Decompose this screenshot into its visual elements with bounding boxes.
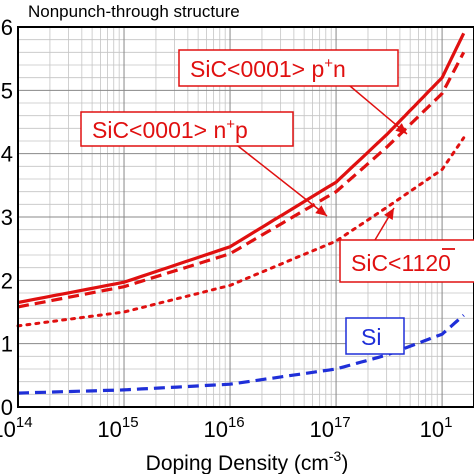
x-axis-title: Doping Density (cm-3): [146, 448, 349, 474]
annotation-box-pn: [178, 49, 399, 87]
y-tick-label: 5: [1, 78, 13, 103]
chart-title: Nonpunch-through structure: [28, 2, 240, 21]
annotation-arrow-1120-head: [384, 208, 394, 221]
annotation-box-1120: [339, 239, 474, 283]
y-tick-labels: 0 1 2 3 4 5 6: [1, 15, 13, 420]
y-tick-label: 1: [1, 332, 13, 357]
annotation-box-si: [345, 317, 405, 355]
series-line-2: [17, 51, 466, 309]
annotation-arrow-np-head: [315, 205, 327, 216]
y-tick-label: 2: [1, 268, 13, 293]
series-layer: [16, 32, 466, 395]
annotation-label-si: Si: [361, 324, 381, 350]
annotation-label-np: SiC<0001> n+p: [92, 116, 248, 143]
x-tick-label: 1017: [309, 414, 350, 442]
x-tick-label: 1016: [203, 414, 244, 442]
y-tick-label: 6: [1, 15, 13, 40]
x-tick-label: 1015: [97, 414, 138, 442]
series-line-4: [17, 314, 465, 395]
series-line-1: [17, 32, 466, 305]
x-tick-labels: 1014 1015 1016 1017 101: [0, 414, 452, 442]
y-tick-label: 0: [1, 395, 13, 420]
x-tick-label: 1014: [0, 414, 33, 442]
y-tick-label: 3: [1, 205, 13, 230]
annotation-arrow-pn-head: [395, 123, 407, 134]
annotation-arrow-pn: [349, 85, 408, 135]
series-line-3: [16, 136, 466, 328]
plot-frame: [17, 26, 474, 408]
annotation-label-pn: SiC<0001> p+n: [190, 55, 346, 82]
y-tick-label: 4: [1, 142, 13, 167]
annotations: SiC<0001> p+n SiC<0001> n+p SiC<1120 Si: [80, 49, 474, 355]
x-tick-label: 101: [420, 414, 453, 442]
annotation-label-1120: SiC<1120: [351, 250, 451, 276]
annotation-arrow-np: [237, 145, 328, 217]
annotation-box-np: [80, 111, 294, 147]
